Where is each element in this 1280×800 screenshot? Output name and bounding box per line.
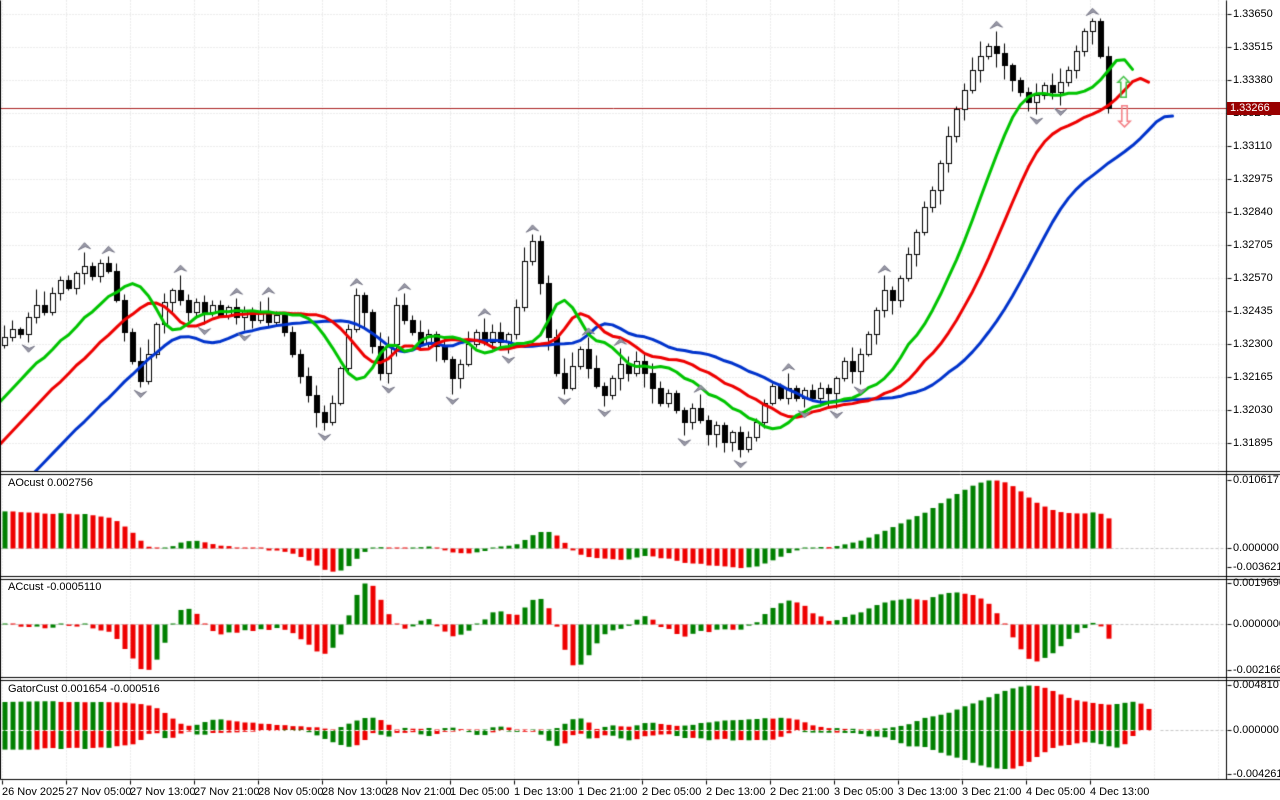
price-axis-label: 1.33380 [1233,74,1273,86]
price-axis-label: 1.33110 [1233,140,1272,152]
ac-indicator-name: ACcust [8,581,44,593]
price-axis-label: 1.32975 [1233,173,1273,185]
time-axis-label: 1 Dec 21:00 [578,786,638,798]
time-axis-label: 2 Dec 13:00 [706,786,766,798]
price-axis-label: 1.32165 [1233,371,1273,383]
time-axis-label: 2 Dec 21:00 [770,786,830,798]
time-axis-label: 27 Nov 05:00 [66,786,132,798]
time-axis-label: 1 Dec 13:00 [514,786,574,798]
time-axis-label: 4 Dec 05:00 [1026,786,1086,798]
gator-axis-label: 0.000000 [1233,724,1279,736]
time-axis-label: 3 Dec 13:00 [898,786,958,798]
time-axis-label: 3 Dec 21:00 [962,786,1022,798]
price-axis-label: 1.33650 [1233,8,1273,20]
ao-axis-label: 0.010617 [1233,474,1279,486]
time-axis-label: 4 Dec 13:00 [1090,786,1150,798]
time-axis-label: 26 Nov 2025 [2,786,65,798]
price-axis-label: 1.32840 [1233,206,1273,218]
time-axis-label: 1 Dec 05:00 [450,786,510,798]
price-axis-label: 1.32570 [1233,272,1273,284]
price-axis-label: 1.32030 [1233,404,1273,416]
time-axis-label: 28 Nov 05:00 [258,786,324,798]
ac-indicator-label: ACcust -0.0005110 [8,581,101,593]
time-axis-label: 2 Dec 05:00 [642,786,702,798]
gator-axis-label: 0.004810 [1233,679,1279,691]
gator-indicator-value1: 0.001654 [61,683,108,695]
ac-indicator-value: -0.0005110 [46,581,102,593]
time-axis-label: 28 Nov 21:00 [386,786,452,798]
price-axis-label: 1.32300 [1233,338,1273,350]
ao-indicator-name: AOcust [8,477,45,489]
price-axis-label: 1.31895 [1233,437,1273,449]
ac-axis-label: 0.0000000 [1233,618,1280,630]
ao-axis-label: 0.000000 [1233,542,1279,554]
time-axis-label: 28 Nov 13:00 [322,786,388,798]
ao-axis-label: -0.003621 [1233,561,1280,573]
current-price-badge: 1.33266 [1227,102,1280,115]
gator-indicator-label: GatorCust 0.001654 -0.000516 [8,683,160,695]
gator-indicator-value2: -0.000516 [110,683,160,695]
price-axis-label: 1.33515 [1233,41,1273,53]
time-axis-label: 27 Nov 21:00 [194,786,260,798]
ao-indicator-label: AOcust 0.002756 [8,477,93,489]
time-axis-label: 3 Dec 05:00 [834,786,894,798]
price-axis-label: 1.32705 [1233,239,1273,251]
gator-axis-label: -0.004261 [1233,768,1280,780]
ac-axis-label: -0.0021688 [1233,664,1280,676]
ac-axis-label: 0.0019690 [1233,577,1280,589]
time-axis-label: 27 Nov 13:00 [130,786,196,798]
gator-indicator-name: GatorCust [8,683,59,695]
price-axis-label: 1.32435 [1233,305,1273,317]
ao-indicator-value: 0.002756 [47,477,94,489]
